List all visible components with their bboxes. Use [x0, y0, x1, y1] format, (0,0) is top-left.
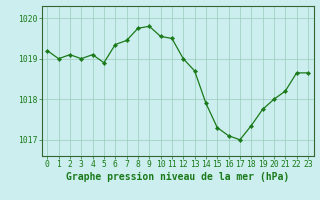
X-axis label: Graphe pression niveau de la mer (hPa): Graphe pression niveau de la mer (hPa) — [66, 172, 289, 182]
